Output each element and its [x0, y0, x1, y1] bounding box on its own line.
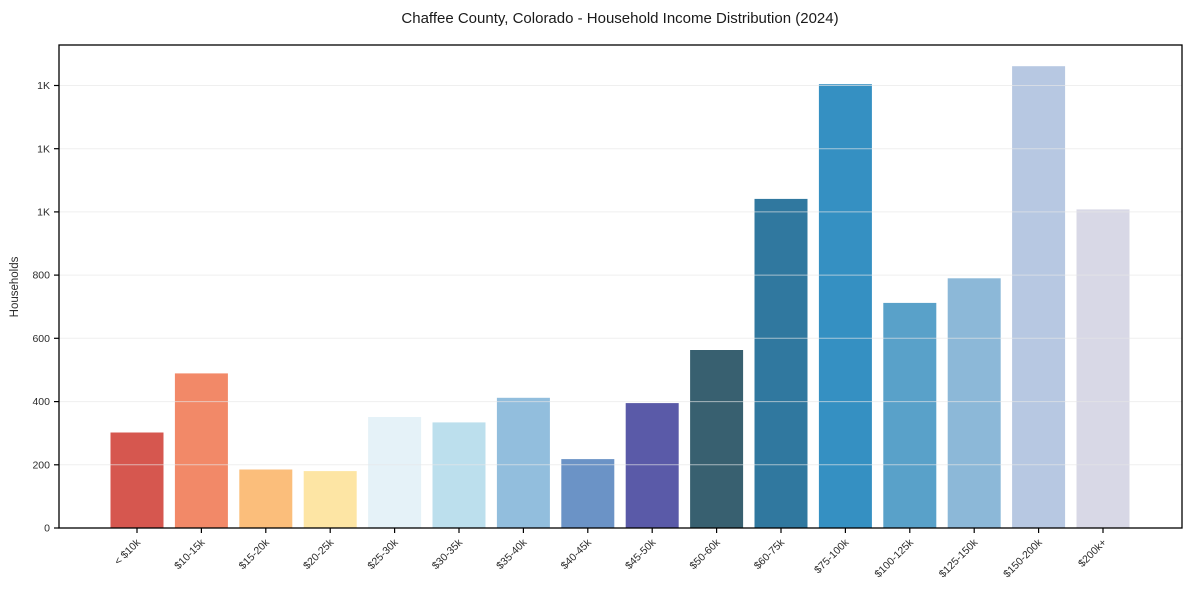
bar-$45-50k — [625, 403, 679, 528]
x-tick-label: < $10k — [112, 536, 144, 568]
bar-$100-125k — [883, 302, 937, 528]
y-tick-label: 400 — [32, 396, 50, 408]
x-tick-label: $10-15k — [172, 536, 208, 572]
bar-$30-35k — [432, 422, 486, 528]
x-tick-label: $45-50k — [623, 536, 659, 572]
x-tick-label: $125-150k — [937, 536, 981, 580]
bar-$35-40k — [496, 397, 550, 528]
x-tick-label: $20-25k — [301, 536, 337, 572]
bar-$50-60k — [690, 350, 744, 528]
x-tick-label: $75-100k — [812, 536, 852, 576]
y-tick-label: 1K — [37, 80, 50, 92]
x-tick-label: $40-45k — [559, 536, 595, 572]
bar-$150-200k — [1012, 66, 1066, 528]
bar-$25-30k — [368, 417, 422, 528]
x-tick-label: $15-20k — [237, 536, 273, 572]
y-axis-title: Households — [9, 256, 21, 317]
y-tick-label: 1K — [37, 143, 50, 155]
bar-$40-45k — [561, 459, 615, 528]
x-tick-label: $200k+ — [1076, 537, 1109, 570]
x-tick-label: $50-60k — [687, 536, 723, 572]
bar-$60-75k — [754, 198, 808, 528]
y-tick-label: 1K — [37, 207, 50, 219]
axes-frame — [58, 44, 1183, 529]
y-tick-label: 600 — [32, 333, 50, 345]
x-tick-label: $35-40k — [494, 536, 530, 572]
plot-area: 0 200 400 600 800 1K 1K 1K < $10k $10-15k $15-20k $… — [32, 44, 1183, 580]
x-tick-label: $30-35k — [430, 536, 466, 572]
y-tick-label: 200 — [32, 459, 50, 471]
chart-title: Chaffee County, Colorado - Household Inc… — [401, 10, 838, 27]
bar-< $10k — [110, 432, 164, 528]
bar-$200k+ — [1076, 209, 1130, 528]
bar-$15-20k — [239, 469, 293, 528]
y-tick-label: 800 — [32, 270, 50, 282]
x-tick-label: $100-125k — [872, 536, 916, 580]
bar-$10-15k — [174, 373, 228, 528]
x-tick-label: $150-200k — [1001, 536, 1045, 580]
y-tick-label: 0 — [44, 523, 50, 535]
bar-$20-25k — [303, 471, 357, 528]
x-tick-label: $60-75k — [752, 536, 788, 572]
x-tick-label: $25-30k — [365, 536, 401, 572]
bar-$75-100k — [818, 84, 872, 528]
bar-$125-150k — [947, 278, 1001, 528]
